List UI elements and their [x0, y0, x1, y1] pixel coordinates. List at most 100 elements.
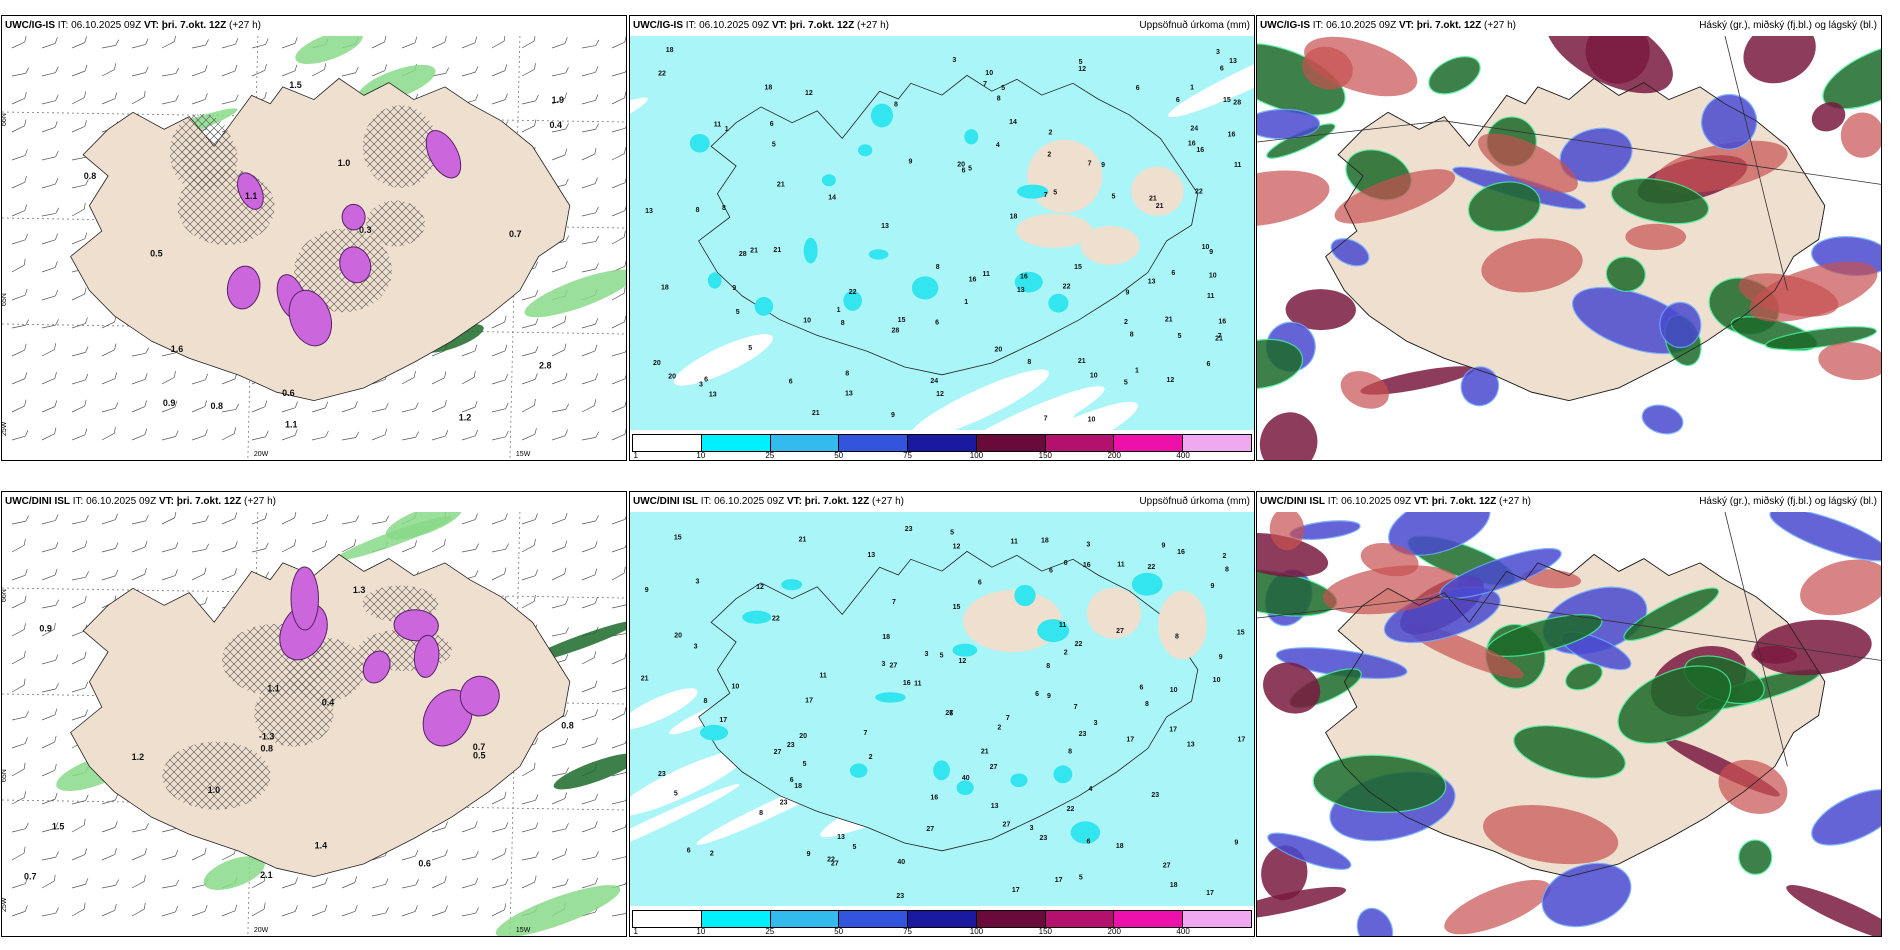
wind-barb: [71, 595, 87, 609]
wind-barb: [41, 289, 59, 301]
precip-value-label: 9: [807, 851, 811, 858]
lead-time: (+27 h): [1499, 496, 1531, 507]
wind-barb: [461, 400, 478, 413]
wind-barb: [11, 905, 28, 917]
wind-barb: [11, 319, 29, 329]
precip-value-label: 18: [1170, 882, 1178, 889]
wind-barb: [611, 737, 626, 749]
vt-value: þri. 7.okt. 12Z: [804, 496, 870, 507]
icing-map[interactable]: 0.7 1.2 1.0 0.9 0.8 0.6 1.3 -1.3 0.8 0.5 1.4 2.1 0.7…: [2, 512, 626, 936]
precip-value-label: 6: [1171, 270, 1175, 277]
icing-maximum: [226, 265, 261, 310]
precip-value-label: 7: [863, 730, 867, 737]
wind-barb: [71, 428, 88, 441]
cloud-title: Háský (gr.), miðský (fj.bl.) og lágský (…: [1699, 496, 1877, 507]
precip-value-label: 16: [1188, 140, 1196, 147]
wind-barb: [191, 64, 208, 77]
icing-maximum: [393, 609, 439, 642]
vt-label: VT:: [143, 20, 159, 31]
wind-barb: [101, 904, 117, 917]
wind-barb: [41, 654, 59, 665]
precip-value-label: 27: [889, 662, 897, 669]
region-boundary: [1444, 596, 1881, 661]
wind-barb: [221, 904, 238, 917]
icing-value-label: 0.9: [163, 398, 176, 408]
wind-barb: [611, 794, 626, 805]
dry-area: [939, 386, 1105, 430]
precip-value-label: 7: [1218, 333, 1222, 340]
precip-value-label: 13: [991, 803, 999, 810]
wind-barb: [581, 431, 600, 441]
cloud-layer-area: [1718, 759, 1788, 814]
precip-value-label: 18: [794, 783, 802, 790]
icing-map[interactable]: 0.8 1.0 1.2 1.1 0.9 0.6 0.5 1.6 2.8 1.9 0.4 1.5 0.7 0…: [2, 36, 626, 460]
wind-barb: [581, 851, 599, 861]
region-boundary: [1724, 36, 1788, 291]
wind-barb: [491, 543, 509, 553]
precip-value-label: 6: [1176, 97, 1180, 104]
wind-barb: [491, 791, 507, 805]
precip-value-label: 8: [1130, 332, 1134, 339]
legend-ticks: 1 10 25 50 75 100 150 200 400: [632, 927, 1252, 937]
wind-barb: [71, 681, 89, 693]
legend-tick-label: 150: [1038, 451, 1053, 460]
wind-barb: [41, 178, 59, 189]
panel-header: UWC/DINI ISL IT: 06.10.2025 09Z VT: þri.…: [630, 492, 1254, 512]
icing-value-label: 0.8: [561, 720, 574, 730]
precip-value-label: 21: [1156, 203, 1164, 210]
precip-value-label: 10: [1090, 373, 1098, 380]
wind-barb: [461, 850, 479, 861]
wind-barb: [491, 903, 507, 917]
precip-value-label: 3: [1094, 720, 1098, 727]
wind-barb: [11, 67, 30, 77]
cloud-map[interactable]: [1257, 512, 1881, 936]
wind-barb: [11, 343, 27, 357]
wind-barb: [101, 92, 118, 105]
wind-barb: [41, 851, 59, 861]
wind-barb: [491, 402, 509, 413]
wind-barb: [551, 792, 568, 805]
wind-barb: [461, 370, 476, 385]
wind-barb: [41, 261, 58, 273]
legend-tick-label: 200: [1107, 927, 1121, 936]
precip-value-label: 9: [1219, 654, 1223, 661]
precip-value-label: 4: [996, 142, 1000, 149]
wind-barb: [311, 401, 329, 413]
panel-header: UWC/IG-IS IT: 06.10.2025 09Z VT: þri. 7.…: [2, 16, 626, 36]
wind-barb: [401, 850, 419, 861]
precip-value-label: 21: [777, 181, 785, 188]
model-name: UWC/DINI ISL: [1260, 496, 1325, 507]
wind-barb: [161, 569, 178, 581]
wind-barb: [101, 63, 117, 77]
vt-label: VT:: [771, 20, 787, 31]
wind-barb: [581, 709, 598, 721]
precip-area: [1048, 293, 1069, 313]
wind-barb: [71, 179, 89, 189]
wind-barb: [551, 627, 569, 637]
icing-value-label: 0.6: [418, 858, 431, 868]
precip-area: [843, 290, 862, 311]
precip-map[interactable]: 23 9 18 27 3 2 9 17 8 4 17 8 23 27 27 11 5 22 12 7 12 18 27 3 5 1…: [630, 512, 1254, 906]
wind-barb: [131, 567, 147, 581]
icing-value-label: 1.1: [285, 420, 298, 430]
wind-barb: [521, 119, 537, 133]
wind-barb: [101, 569, 119, 581]
cloud-map[interactable]: [1257, 36, 1881, 460]
cloud-layer-area: [1625, 223, 1687, 251]
wind-barb: [311, 63, 327, 77]
wind-barb: [101, 542, 119, 553]
wind-barb: [491, 567, 507, 581]
wind-barb: [11, 569, 28, 581]
precip-value-label: 15: [674, 534, 682, 541]
precip-value-label: 6: [1207, 361, 1211, 368]
precip-legend: 1 10 25 50 75 100 150 200 400: [630, 906, 1254, 936]
wind-barb: [461, 907, 479, 917]
wind-barb: [11, 538, 26, 553]
wind-barb: [611, 204, 626, 217]
wind-barb: [101, 821, 118, 833]
cloud-layer-area: [1483, 805, 1619, 865]
legend-color-bar: [632, 910, 1252, 928]
precip-value-label: 7: [1074, 704, 1078, 711]
precip-map[interactable]: 22 21 6 21 21 28 20 21 15 2 18 22 10 10 5 18 9 8 1 16 10 1 8 5 8…: [630, 36, 1254, 430]
iceland-outline: [1325, 553, 1826, 878]
